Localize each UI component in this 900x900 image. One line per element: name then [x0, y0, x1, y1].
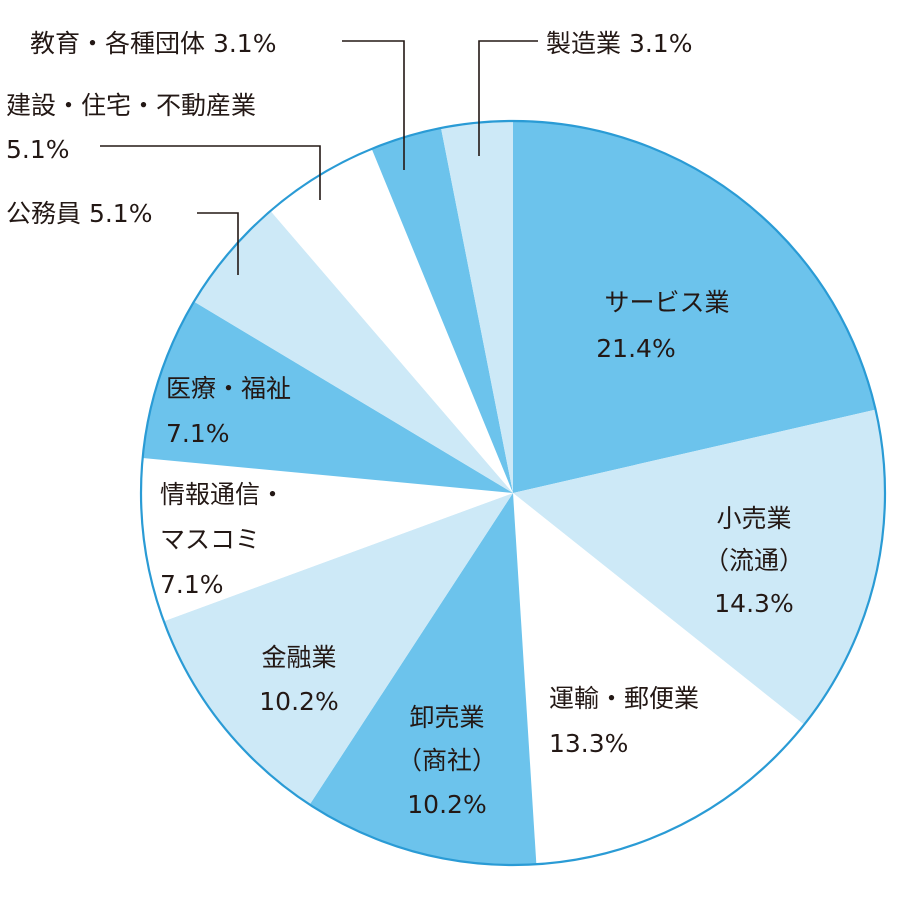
- slice-labels: サービス業 21.4% 小売業 （流通） 14.3% 運輸・郵便業 13.3% …: [6, 29, 804, 819]
- pie-slice-11: [441, 121, 513, 493]
- label-retail-name: 小売業: [716, 504, 791, 533]
- pie-slice-6: [140, 457, 514, 622]
- label-medical-value: 7.1%: [166, 419, 230, 448]
- pie-slice-1: [513, 121, 876, 493]
- label-medical-name: 医療・福祉: [166, 374, 291, 403]
- pie-slice-9: [270, 148, 513, 493]
- pie-slice-8: [194, 210, 513, 493]
- label-construction-value: 5.1%: [6, 135, 70, 164]
- label-service-name: サービス業: [604, 288, 729, 317]
- label-transport-name: 運輸・郵便業: [549, 684, 699, 713]
- label-transport-value: 13.3%: [549, 729, 628, 758]
- leader-line-manufacturing: [478, 40, 538, 156]
- leader-line-education: [342, 40, 405, 170]
- label-info-value: 7.1%: [160, 570, 224, 599]
- pie-slice-5: [163, 493, 514, 805]
- leader-lines: [100, 40, 538, 275]
- pie-slice-3: [513, 493, 805, 865]
- label-public: 公務員 5.1%: [6, 199, 152, 228]
- pie-slices: [140, 121, 885, 866]
- leader-line-public: [197, 212, 239, 275]
- label-retail-value: 14.3%: [714, 589, 793, 618]
- label-service-value: 21.4%: [596, 334, 675, 363]
- label-construction-name: 建設・住宅・不動産業: [6, 91, 256, 120]
- label-finance-name: 金融業: [261, 643, 336, 672]
- label-education: 教育・各種団体 3.1%: [30, 29, 276, 58]
- pie-slice-10: [371, 128, 513, 493]
- pie-slice-2: [513, 409, 885, 725]
- label-finance-value: 10.2%: [259, 687, 338, 716]
- label-wholesale-value: 10.2%: [407, 790, 486, 819]
- pie-slice-7: [142, 301, 513, 493]
- leader-line-construction: [100, 145, 321, 200]
- label-wholesale-sub: （商社）: [397, 746, 497, 775]
- label-info-sub: マスコミ: [160, 525, 260, 554]
- label-wholesale-name: 卸売業: [409, 703, 484, 732]
- pie-slice-4: [309, 493, 537, 866]
- label-manufacturing: 製造業 3.1%: [546, 29, 692, 58]
- pie-outline: [139, 119, 887, 867]
- label-info-name: 情報通信・: [160, 480, 285, 509]
- label-retail-sub: （流通）: [704, 546, 804, 575]
